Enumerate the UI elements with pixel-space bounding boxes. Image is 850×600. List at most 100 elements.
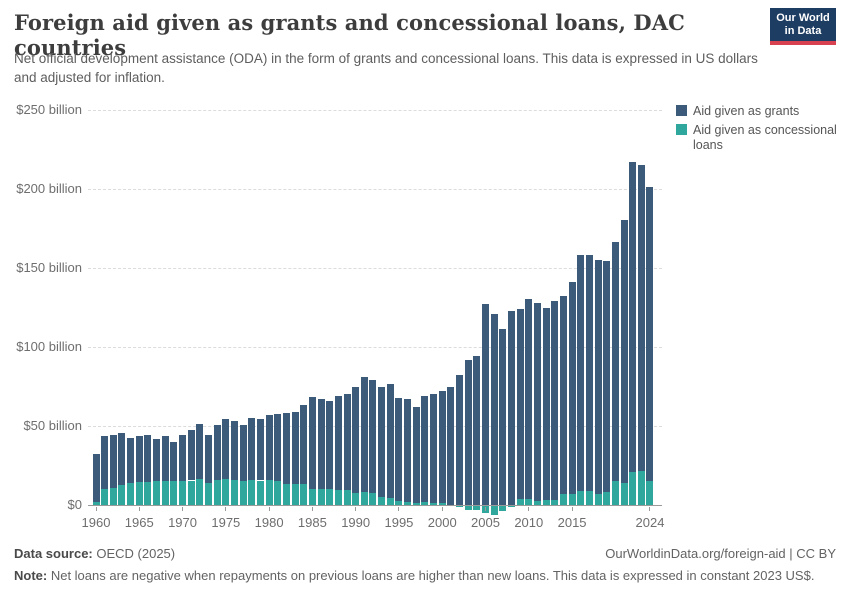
bar-2024-grants[interactable] [646, 187, 654, 482]
bar-2018-grants[interactable] [594, 260, 602, 494]
bar-2013-loans[interactable] [551, 500, 559, 505]
bar-2000-grants[interactable] [438, 391, 446, 504]
bar-1991-grants[interactable] [360, 377, 368, 493]
bar-1976-grants[interactable] [230, 421, 238, 480]
bar-1996-grants[interactable] [404, 399, 412, 502]
bar-2001-grants[interactable] [447, 386, 455, 505]
bar-2003-grants[interactable] [464, 359, 472, 505]
bar-1977-grants[interactable] [239, 425, 247, 481]
bar-1990-grants[interactable] [352, 386, 360, 494]
bar-1985-grants[interactable] [308, 396, 316, 490]
bar-1993-grants[interactable] [378, 386, 386, 498]
bar-2022-grants[interactable] [629, 162, 637, 472]
bar-1988-loans[interactable] [334, 489, 342, 505]
bar-2016-grants[interactable] [577, 255, 585, 491]
bar-2002-loans[interactable] [456, 505, 464, 508]
bar-2019-grants[interactable] [603, 260, 611, 493]
bar-1963-loans[interactable] [118, 485, 126, 505]
bar-1975-loans[interactable] [222, 478, 230, 505]
bar-1980-loans[interactable] [265, 479, 273, 505]
bar-1964-loans[interactable] [127, 482, 135, 505]
bar-1978-loans[interactable] [248, 479, 256, 505]
bar-1993-loans[interactable] [378, 497, 386, 505]
bar-1984-grants[interactable] [300, 404, 308, 485]
bar-1973-loans[interactable] [205, 482, 213, 505]
bar-1978-grants[interactable] [248, 418, 256, 480]
bar-1986-loans[interactable] [317, 489, 325, 505]
bar-2012-loans[interactable] [542, 500, 550, 505]
bar-1960-loans[interactable] [92, 501, 100, 505]
bar-2007-grants[interactable] [499, 328, 507, 505]
bar-1977-loans[interactable] [239, 480, 247, 505]
bar-1989-loans[interactable] [343, 489, 351, 505]
bar-2021-loans[interactable] [620, 482, 628, 505]
bar-1997-grants[interactable] [412, 407, 420, 503]
bar-2004-grants[interactable] [473, 355, 481, 505]
bar-1960-grants[interactable] [92, 453, 100, 502]
bar-1965-grants[interactable] [135, 436, 143, 483]
bar-2010-grants[interactable] [525, 298, 533, 499]
bar-2017-loans[interactable] [585, 490, 593, 505]
bar-2018-loans[interactable] [594, 493, 602, 505]
bar-1973-grants[interactable] [205, 434, 213, 483]
bar-2021-grants[interactable] [620, 219, 628, 483]
bar-1986-grants[interactable] [317, 399, 325, 490]
owid-url-link[interactable]: OurWorldinData.org/foreign-aid | CC BY [605, 546, 836, 561]
bar-1965-loans[interactable] [135, 482, 143, 505]
bar-1972-grants[interactable] [196, 423, 204, 479]
bar-1979-loans[interactable] [256, 480, 264, 505]
bar-2014-grants[interactable] [559, 296, 567, 494]
bar-2008-loans[interactable] [507, 505, 515, 508]
bar-1974-loans[interactable] [213, 479, 221, 505]
bar-1963-grants[interactable] [118, 433, 126, 486]
bar-2023-loans[interactable] [637, 471, 645, 505]
bar-1961-loans[interactable] [101, 489, 109, 505]
bar-1964-grants[interactable] [127, 437, 135, 483]
bar-2022-loans[interactable] [629, 471, 637, 505]
legend-item-grants[interactable]: Aid given as grants [676, 104, 846, 118]
bar-1994-loans[interactable] [386, 497, 394, 505]
bar-1987-loans[interactable] [326, 489, 334, 505]
bar-1967-loans[interactable] [153, 481, 161, 505]
bar-2010-loans[interactable] [525, 498, 533, 505]
bar-2009-loans[interactable] [516, 499, 524, 505]
bar-1970-grants[interactable] [179, 434, 187, 481]
bar-1999-grants[interactable] [430, 394, 438, 503]
bar-1987-grants[interactable] [326, 400, 334, 490]
bar-2015-grants[interactable] [568, 282, 576, 494]
bar-1995-loans[interactable] [395, 501, 403, 505]
bar-2008-grants[interactable] [507, 311, 515, 505]
bar-1989-grants[interactable] [343, 393, 351, 490]
bar-2017-grants[interactable] [585, 255, 593, 491]
bar-1983-loans[interactable] [291, 484, 299, 505]
bar-1961-grants[interactable] [101, 436, 109, 490]
bar-1985-loans[interactable] [308, 489, 316, 505]
bar-1962-loans[interactable] [109, 487, 117, 505]
bar-1968-loans[interactable] [161, 480, 169, 505]
bar-1966-grants[interactable] [144, 435, 152, 483]
bar-2015-loans[interactable] [568, 493, 576, 505]
bar-1968-grants[interactable] [161, 436, 169, 481]
bar-1998-grants[interactable] [421, 395, 429, 502]
bar-1999-loans[interactable] [430, 502, 438, 505]
bar-1990-loans[interactable] [352, 493, 360, 505]
owid-logo[interactable]: Our World in Data [770, 8, 836, 45]
bar-2003-loans[interactable] [464, 505, 472, 510]
bar-1969-grants[interactable] [170, 441, 178, 482]
bar-1984-loans[interactable] [300, 484, 308, 505]
bar-1970-loans[interactable] [179, 480, 187, 505]
bar-1996-loans[interactable] [404, 501, 412, 505]
bar-1982-grants[interactable] [282, 413, 290, 485]
bar-1991-loans[interactable] [360, 492, 368, 505]
bar-2006-grants[interactable] [490, 313, 498, 505]
bar-2024-loans[interactable] [646, 481, 654, 505]
legend-item-loans[interactable]: Aid given as concessional loans [676, 123, 846, 152]
bar-2000-loans[interactable] [438, 503, 446, 505]
bar-1967-grants[interactable] [153, 439, 161, 482]
bar-1995-grants[interactable] [395, 397, 403, 502]
bar-1966-loans[interactable] [144, 482, 152, 505]
bar-1975-grants[interactable] [222, 418, 230, 479]
bar-1997-loans[interactable] [412, 502, 420, 505]
bar-1998-loans[interactable] [421, 501, 429, 505]
bar-1992-loans[interactable] [369, 493, 377, 505]
